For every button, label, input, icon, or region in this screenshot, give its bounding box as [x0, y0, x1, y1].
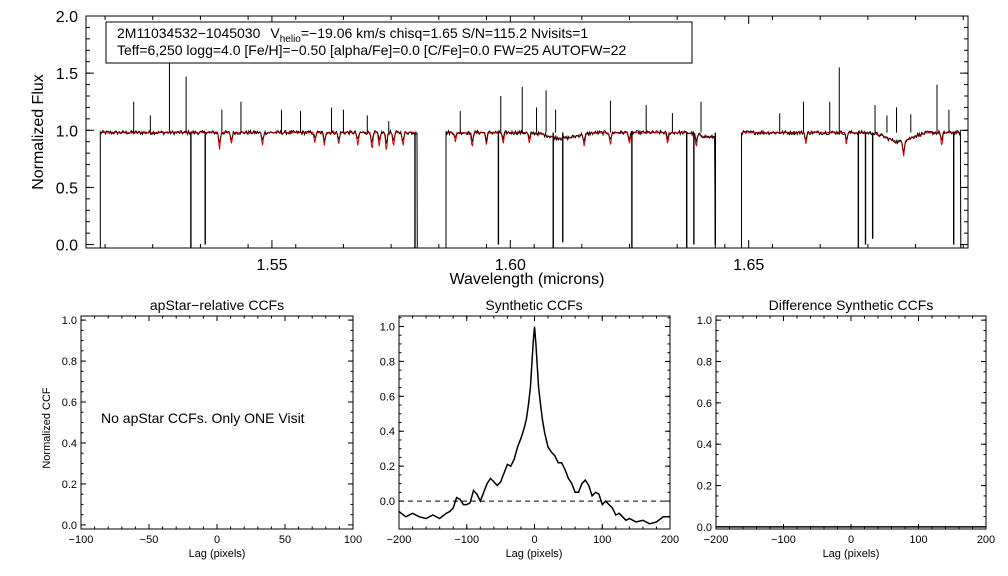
synthetic-ccf-frame: [398, 315, 671, 530]
spectrum-y-tick-label: 0.5: [56, 180, 78, 197]
difference-ccf-x-tick-label: 100: [909, 534, 927, 546]
difference-ccf-y-tick-label: 0.0: [697, 522, 712, 534]
synthetic-ccf-x-tick-label: −200: [387, 534, 412, 546]
synthetic-ccf-y-tick-label: 0.0: [380, 496, 395, 508]
apstar-ccf-x-tick-label: 100: [344, 534, 362, 546]
observed-spectrum-line: [445, 129, 716, 248]
difference-ccf-frame: [715, 315, 987, 530]
synthetic-ccf-x-tick-label: 200: [661, 534, 679, 546]
synthetic-ccf-y-tick-label: 0.6: [380, 391, 395, 403]
spectrum-plot-area: [99, 59, 962, 248]
observed-spectrum-overlay: [445, 129, 716, 248]
apstar-ccf-panel: apStar−relative CCFs −100 −50 0 50 100 0.0 0.2…: [41, 297, 362, 560]
difference-ccf-x-tick-label: −200: [704, 534, 729, 546]
spectrum-y-tick-label: 1.5: [56, 66, 78, 83]
observed-spectrum-line: [741, 129, 962, 248]
synthetic-spectrum-line: [99, 131, 418, 150]
spectrum-info-box: 2M11034532−1045030 Vhelio=−19.06 km/s chi…: [105, 21, 693, 64]
info-star-id: 2M11034532−1045030: [117, 25, 261, 41]
apstar-ccf-x-tick-label: −50: [140, 534, 159, 546]
difference-ccf-title: Difference Synthetic CCFs: [769, 297, 934, 313]
synthetic-ccf-x-tick-label: 0: [531, 534, 537, 546]
spectrum-y-tick-label: 0.0: [56, 238, 78, 255]
info-v-prefix: V: [270, 25, 280, 41]
info-box-frame: [105, 21, 693, 64]
apstar-ccf-y-tick-label: 0.6: [62, 397, 77, 409]
difference-ccf-panel: Difference Synthetic CCFs −200 −100 0 100 20…: [697, 297, 995, 560]
observed-spectrum-overlay: [100, 129, 418, 248]
apstar-ccf-x-tick-label: 50: [279, 534, 291, 546]
apstar-ccf-y-tick-label: 0.2: [62, 479, 77, 491]
difference-ccf-y-tick-label: 0.6: [697, 398, 712, 410]
apstar-ccf-axes: −100 −50 0 50 100 0.0 0.2 0.4 0.6 0.8 1.0: [62, 315, 362, 546]
apstar-ccf-x-axis-label: Lag (pixels): [189, 548, 246, 560]
spectrum-frame: [85, 15, 969, 249]
apstar-ccf-y-tick-label: 0.8: [62, 356, 77, 368]
apstar-ccf-y-tick-label: 0.4: [62, 438, 77, 450]
info-line-1: 2M11034532−1045030 Vhelio=−19.06 km/s chi…: [117, 25, 588, 45]
info-v-subscript: helio: [280, 34, 302, 45]
apstar-ccf-x-tick-label: 0: [214, 534, 220, 546]
synthetic-ccf-panel: Synthetic CCFs −200 −100 0 100 200 0.0 0.2 0.4 0…: [380, 297, 679, 560]
info-line-2: Teff=6,250 logg=4.0 [Fe/H]=−0.50 [alpha/…: [117, 42, 626, 58]
difference-ccf-y-tick-label: 0.4: [697, 439, 712, 451]
synthetic-ccf-axes: −200 −100 0 100 200 0.0 0.2 0.4 0.6 0.8 1.0: [380, 316, 679, 546]
difference-ccf-x-tick-label: 0: [848, 534, 854, 546]
spectrum-y-tick-label: 2.0: [56, 9, 78, 26]
synthetic-ccf-y-tick-label: 1.0: [380, 321, 395, 333]
synthetic-ccf-y-tick-label: 0.8: [380, 356, 395, 368]
synthetic-ccf-plot-area: [398, 326, 670, 525]
apstar-ccf-note: No apStar CCFs. Only ONE Visit: [101, 410, 305, 426]
difference-ccf-y-tick-label: 1.0: [697, 315, 712, 327]
difference-ccf-x-axis-label: Lag (pixels): [823, 548, 880, 560]
spectrum-y-axis-label: Normalized Flux: [30, 74, 47, 190]
apstar-ccf-x-tick-label: −100: [69, 534, 94, 546]
synthetic-ccf-line: [398, 326, 670, 525]
synthetic-ccf-title: Synthetic CCFs: [485, 297, 582, 313]
observed-spectrum-overlay: [741, 129, 962, 248]
difference-ccf-y-tick-label: 0.8: [697, 356, 712, 368]
spectrum-x-tick-label: 1.55: [256, 257, 287, 274]
synthetic-spectrum-line: [741, 131, 961, 157]
info-v-value: =−19.06 km/s chisq=1.65 S/N=115.2 Nvisit…: [301, 25, 589, 41]
spectrum-x-axis-label: Wavelength (microns): [449, 271, 604, 288]
apstar-ccf-y-tick-label: 0.0: [62, 520, 77, 532]
synthetic-spectrum-line: [445, 131, 715, 147]
spectrum-x-tick-label: 1.65: [733, 257, 764, 274]
difference-ccf-x-tick-label: 200: [977, 534, 995, 546]
difference-ccf-axes: −200 −100 0 100 200 0.0 0.2 0.4 0.6 0.8 1.0: [697, 315, 995, 546]
difference-ccf-y-tick-label: 0.2: [697, 481, 712, 493]
apstar-ccf-y-axis-label: Normalized CCF: [41, 387, 53, 469]
synthetic-ccf-x-axis-label: Lag (pixels): [506, 548, 563, 560]
observed-spectrum-line: [99, 128, 418, 248]
apstar-ccf-y-tick-label: 1.0: [62, 315, 77, 327]
synthetic-ccf-y-tick-label: 0.4: [380, 426, 395, 438]
difference-ccf-x-tick-label: −100: [771, 534, 796, 546]
synthetic-ccf-y-tick-label: 0.2: [380, 461, 395, 473]
spectrum-axes: 1.55 1.60 1.65 0.0 0.5 1.0 1.5 2.0: [56, 9, 968, 274]
apstar-ccf-title: apStar−relative CCFs: [150, 297, 284, 313]
synthetic-ccf-x-tick-label: 100: [593, 534, 611, 546]
synthetic-ccf-x-tick-label: −100: [454, 534, 479, 546]
spectrum-y-tick-label: 1.0: [56, 123, 78, 140]
spectrum-panel: 1.55 1.60 1.65 0.0 0.5 1.0 1.5 2.0 Wavelength (…: [30, 9, 969, 288]
spectrum-x-tick-label: 1.60: [495, 257, 526, 274]
